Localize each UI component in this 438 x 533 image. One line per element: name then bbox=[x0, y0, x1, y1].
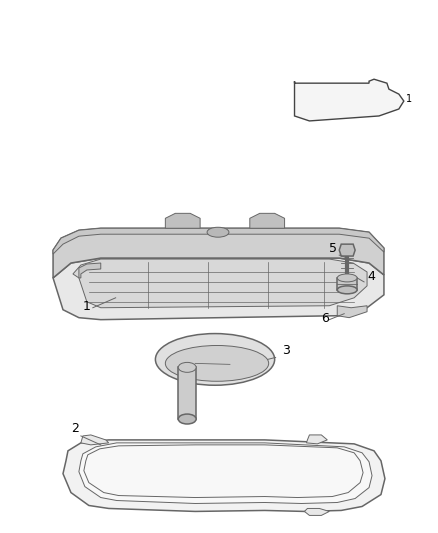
Ellipse shape bbox=[165, 345, 268, 381]
Polygon shape bbox=[304, 508, 329, 515]
Polygon shape bbox=[53, 228, 384, 254]
Ellipse shape bbox=[207, 227, 229, 237]
Polygon shape bbox=[165, 213, 200, 228]
Polygon shape bbox=[339, 244, 355, 256]
Ellipse shape bbox=[178, 414, 196, 424]
Polygon shape bbox=[63, 440, 385, 512]
Polygon shape bbox=[178, 367, 196, 419]
Text: 3: 3 bbox=[282, 344, 290, 358]
Polygon shape bbox=[81, 435, 109, 445]
Text: 2: 2 bbox=[71, 422, 79, 435]
Text: 1: 1 bbox=[83, 300, 91, 313]
Ellipse shape bbox=[337, 286, 357, 294]
Polygon shape bbox=[337, 306, 367, 318]
Polygon shape bbox=[337, 278, 357, 290]
Polygon shape bbox=[53, 258, 384, 320]
Text: 5: 5 bbox=[329, 242, 337, 255]
Polygon shape bbox=[250, 213, 285, 228]
Text: 6: 6 bbox=[321, 312, 329, 325]
Polygon shape bbox=[79, 263, 101, 278]
Text: 4: 4 bbox=[367, 270, 375, 283]
Polygon shape bbox=[53, 228, 384, 278]
Polygon shape bbox=[294, 79, 404, 121]
Polygon shape bbox=[73, 259, 367, 308]
Text: 1: 1 bbox=[406, 94, 412, 104]
Polygon shape bbox=[79, 443, 372, 504]
Polygon shape bbox=[307, 435, 327, 444]
Ellipse shape bbox=[337, 274, 357, 282]
Ellipse shape bbox=[155, 334, 275, 385]
Ellipse shape bbox=[178, 362, 196, 373]
